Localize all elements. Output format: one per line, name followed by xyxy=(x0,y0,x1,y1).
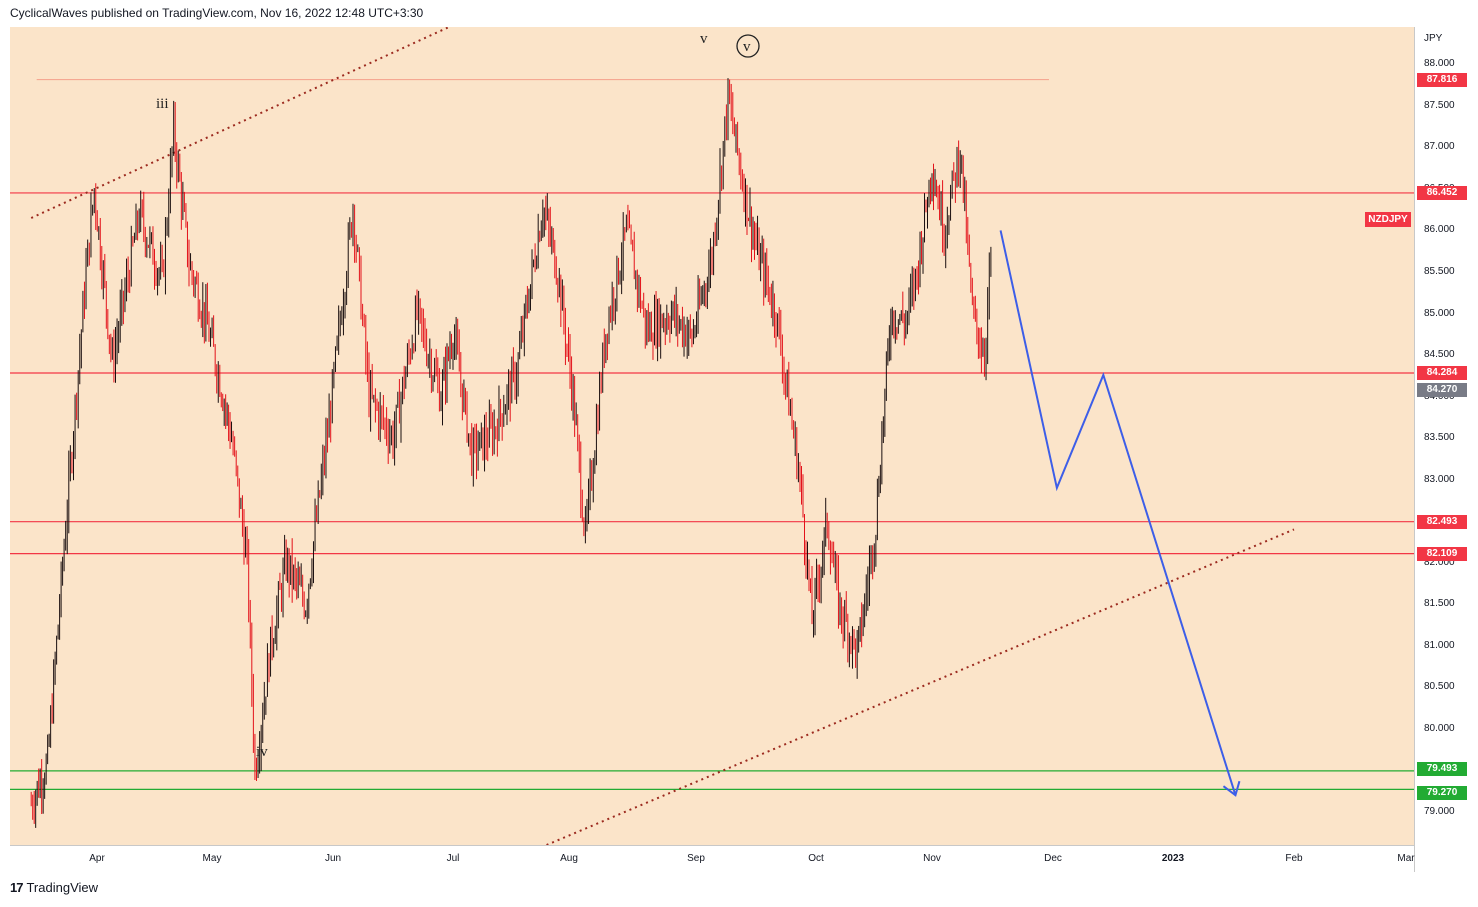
time-tick-4: Aug xyxy=(560,853,578,864)
price-tick-7: 84.500 xyxy=(1424,349,1455,361)
channel-line-1 xyxy=(546,528,1295,845)
channel-line-0 xyxy=(30,27,450,219)
time-tick-11: Mar xyxy=(1397,853,1415,864)
currency-unit-label: JPY xyxy=(1424,33,1443,44)
chart-plot-area[interactable]: iii iv v v xyxy=(10,27,1414,845)
wave-label-0: iii xyxy=(156,96,169,112)
time-tick-2: Jun xyxy=(324,853,342,864)
price-tick-16: 80.000 xyxy=(1424,722,1455,734)
price-tick-15: 80.500 xyxy=(1424,681,1455,693)
time-tick-1: May xyxy=(202,853,222,864)
price-tag-5: 79.270 xyxy=(1417,786,1467,801)
time-tick-9: 2023 xyxy=(1161,853,1185,864)
time-tick-7: Nov xyxy=(923,853,941,864)
price-tick-18: 79.000 xyxy=(1424,805,1455,817)
wave-v-circle xyxy=(736,34,760,58)
price-tick-9: 83.500 xyxy=(1424,432,1455,444)
price-tag-6: 87.816 xyxy=(1417,72,1467,87)
price-tick-5: 85.500 xyxy=(1424,265,1455,277)
time-tick-6: Oct xyxy=(808,853,824,864)
price-tick-10: 83.000 xyxy=(1424,473,1455,485)
time-tick-0: Apr xyxy=(89,853,105,864)
time-tick-3: Jul xyxy=(446,853,460,864)
price-tick-0: 88.000 xyxy=(1424,58,1455,70)
price-axis[interactable]: JPY 88.00087.50087.00086.50086.00085.500… xyxy=(1414,27,1471,872)
price-tick-2: 87.000 xyxy=(1424,141,1455,153)
time-axis[interactable]: Apr May Jun Jul Aug Sep Oct Nov Dec 2023 Feb Mar xyxy=(10,845,1415,873)
tradingview-logo-text: TradingView xyxy=(26,880,99,895)
price-tag-3: 82.109 xyxy=(1417,546,1467,561)
projection-arrowhead xyxy=(1222,780,1241,797)
tradingview-logo[interactable]: 17 TradingView xyxy=(10,880,98,895)
price-tag-2: 82.493 xyxy=(1417,514,1467,529)
price-tick-1: 87.500 xyxy=(1424,99,1455,111)
price-tick-12: 82.000 xyxy=(1424,556,1455,568)
price-tag-4: 79.493 xyxy=(1417,761,1467,776)
wave-label-1: iv xyxy=(256,744,268,760)
price-tick-13: 81.500 xyxy=(1424,598,1455,610)
chart-svg: iii iv v v xyxy=(10,27,1414,845)
time-tick-8: Dec xyxy=(1044,853,1062,864)
symbol-tag: NZDJPY xyxy=(1365,212,1411,227)
publish-header: CyclicalWaves published on TradingView.c… xyxy=(10,6,424,20)
wave-label-3: v xyxy=(743,39,751,55)
wave-label-2: v xyxy=(700,31,708,47)
tradingview-logo-icon: 17 xyxy=(10,880,24,895)
projection-path xyxy=(999,230,1237,796)
price-tick-4: 86.000 xyxy=(1424,224,1455,236)
time-tick-10: Feb xyxy=(1285,853,1303,864)
time-tick-5: Sep xyxy=(687,853,705,864)
price-tick-14: 81.000 xyxy=(1424,639,1455,651)
price-tag-0: 86.452 xyxy=(1417,185,1467,200)
price-tick-6: 85.000 xyxy=(1424,307,1455,319)
price-tag-7: 84.270 xyxy=(1417,383,1467,398)
price-tag-1: 84.284 xyxy=(1417,365,1467,380)
